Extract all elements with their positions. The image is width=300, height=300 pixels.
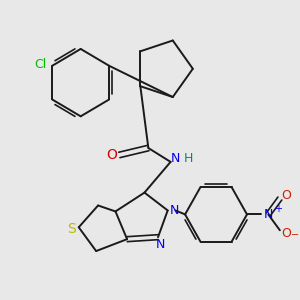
Text: O: O — [282, 189, 292, 202]
Text: S: S — [67, 222, 75, 236]
Text: N: N — [171, 152, 180, 165]
Text: O: O — [282, 227, 292, 240]
Text: Cl: Cl — [34, 58, 47, 71]
Text: N: N — [170, 204, 179, 217]
Text: +: + — [274, 204, 282, 214]
Text: −: − — [291, 230, 299, 240]
Text: O: O — [106, 148, 117, 162]
Text: N: N — [264, 208, 273, 221]
Text: N: N — [156, 238, 166, 250]
Text: H: H — [183, 152, 193, 165]
